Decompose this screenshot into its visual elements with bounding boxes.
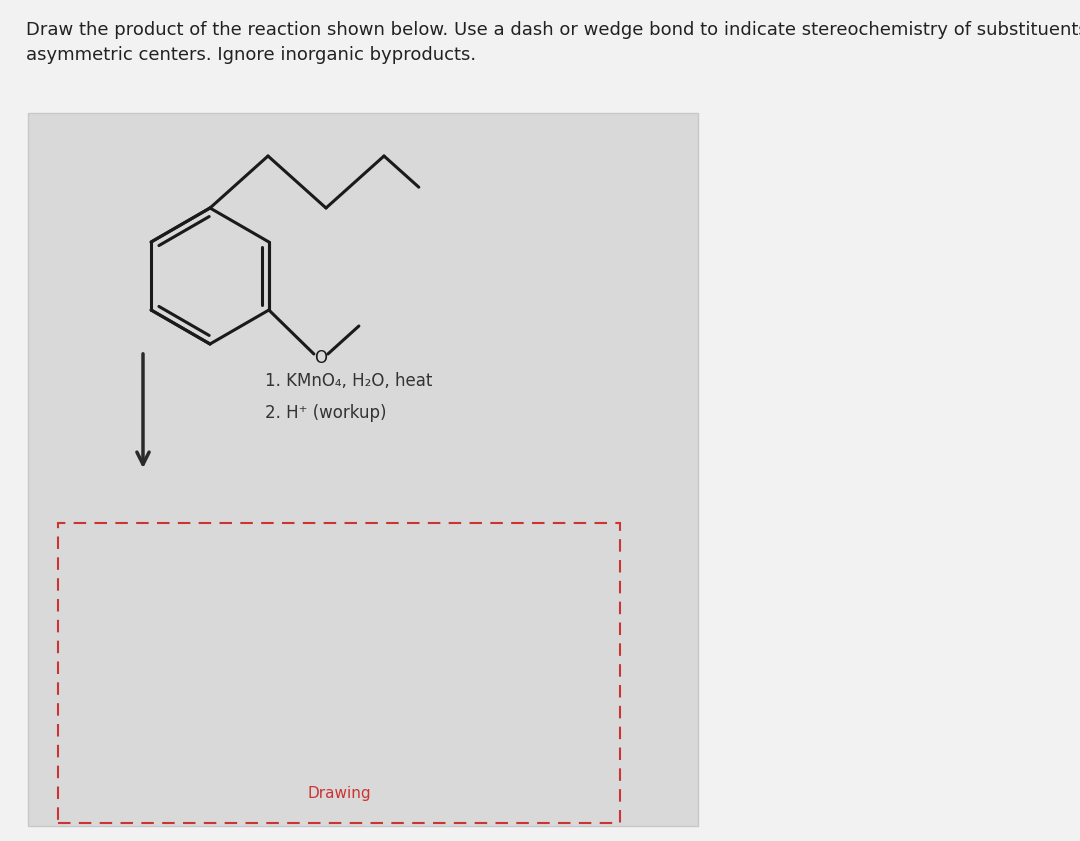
Text: O: O bbox=[314, 349, 327, 367]
Text: Drawing: Drawing bbox=[307, 786, 370, 801]
Text: Draw the product of the reaction shown below. Use a dash or wedge bond to indica: Draw the product of the reaction shown b… bbox=[26, 21, 1080, 64]
Text: 1. KMnO₄, H₂O, heat: 1. KMnO₄, H₂O, heat bbox=[265, 372, 432, 390]
Text: 2. H⁺ (workup): 2. H⁺ (workup) bbox=[265, 404, 387, 422]
Bar bbox=[58, 523, 620, 823]
Bar bbox=[28, 113, 698, 826]
